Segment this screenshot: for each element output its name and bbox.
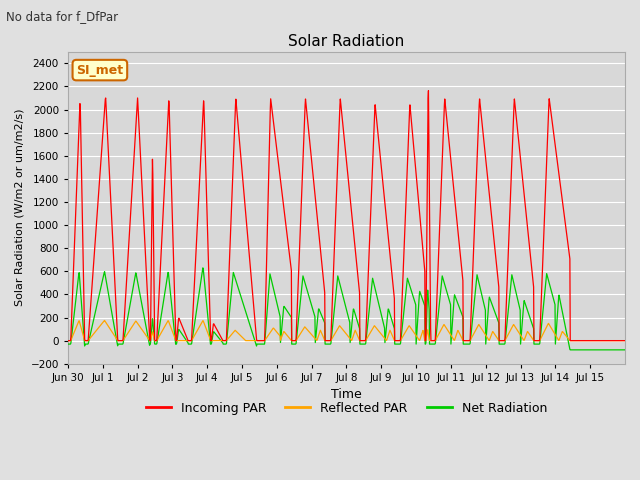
- Text: SI_met: SI_met: [76, 63, 124, 77]
- Title: Solar Radiation: Solar Radiation: [289, 34, 404, 49]
- X-axis label: Time: Time: [331, 388, 362, 401]
- Legend: Incoming PAR, Reflected PAR, Net Radiation: Incoming PAR, Reflected PAR, Net Radiati…: [141, 397, 552, 420]
- Text: No data for f_DfPar: No data for f_DfPar: [6, 10, 118, 23]
- Y-axis label: Solar Radiation (W/m2 or um/m2/s): Solar Radiation (W/m2 or um/m2/s): [15, 109, 25, 307]
